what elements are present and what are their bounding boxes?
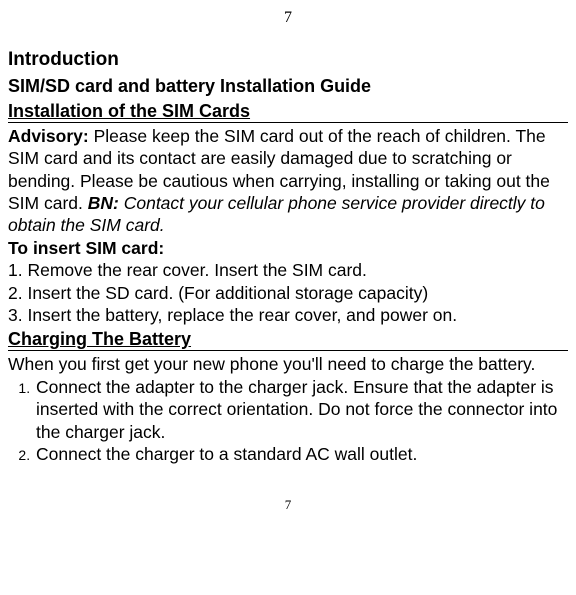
insert-sim-heading: To insert SIM card:	[8, 237, 568, 259]
charging-step-1: Connect the adapter to the charger jack.…	[34, 376, 568, 443]
document-page: 7 Introduction SIM/SD card and battery I…	[0, 0, 576, 526]
page-number-top: 7	[8, 8, 568, 28]
insert-sim-step-1: 1. Remove the rear cover. Insert the SIM…	[8, 259, 568, 281]
page-number-bottom: 7	[8, 497, 568, 514]
charging-intro: When you first get your new phone you'll…	[8, 353, 568, 375]
section-heading-sim: Installation of the SIM Cards	[8, 100, 568, 123]
advisory-label: Advisory:	[8, 126, 89, 146]
charging-steps-list: Connect the adapter to the charger jack.…	[8, 376, 568, 466]
insert-sim-step-2: 2. Insert the SD card. (For additional s…	[8, 282, 568, 304]
charging-step-2: Connect the charger to a standard AC wal…	[34, 443, 568, 465]
section-heading-charge: Charging The Battery	[8, 328, 568, 351]
heading-subtitle: SIM/SD card and battery Installation Gui…	[8, 75, 568, 98]
bn-label: BN:	[88, 193, 119, 213]
section-heading-sim-label: Installation of the SIM Cards	[8, 101, 250, 121]
advisory-paragraph: Advisory: Please keep the SIM card out o…	[8, 125, 568, 237]
charging-step-1-text: Connect the adapter to the charger jack.…	[36, 377, 557, 442]
insert-sim-step-3: 3. Insert the battery, replace the rear …	[8, 304, 568, 326]
charging-step-2-text: Connect the charger to a standard AC wal…	[36, 444, 417, 464]
section-heading-charge-label: Charging The Battery	[8, 329, 191, 349]
heading-introduction: Introduction	[8, 48, 568, 72]
